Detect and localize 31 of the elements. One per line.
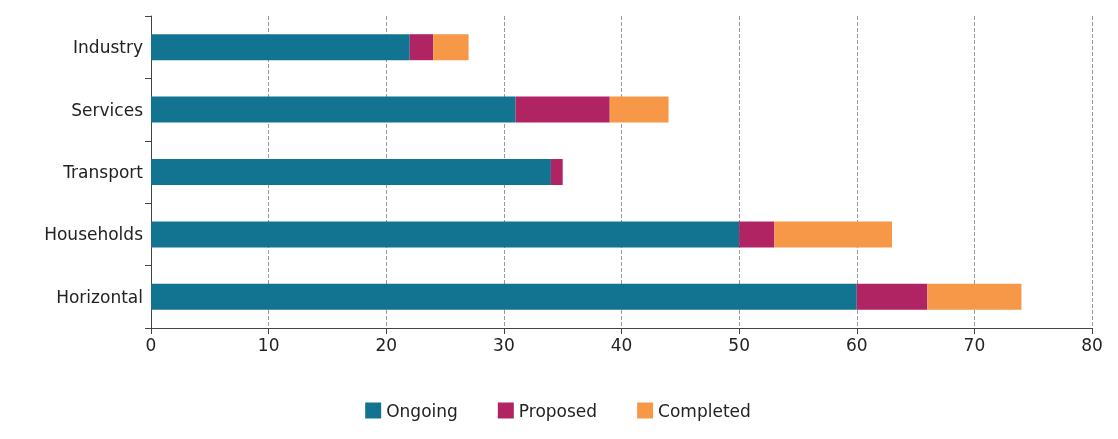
y-tick-label: Horizontal bbox=[56, 286, 143, 307]
y-tick-label: Transport bbox=[62, 162, 144, 182]
x-tick-label: 10 bbox=[257, 334, 280, 355]
x-tick-label: 20 bbox=[375, 334, 398, 355]
bar bbox=[151, 283, 857, 310]
bar bbox=[409, 34, 434, 61]
y-tick-label: Households bbox=[44, 224, 144, 245]
bar bbox=[774, 221, 893, 248]
legend-label: Ongoing bbox=[386, 400, 458, 421]
legend-label: Proposed bbox=[518, 400, 598, 421]
legend-label: Completed bbox=[658, 400, 751, 421]
bar bbox=[739, 221, 775, 248]
x-tick-label: 0 bbox=[145, 334, 157, 355]
bar bbox=[550, 159, 563, 185]
bar bbox=[609, 96, 669, 123]
bar bbox=[515, 96, 610, 123]
x-tick-label: 70 bbox=[963, 334, 986, 355]
bar bbox=[151, 34, 410, 61]
x-tick-label: 40 bbox=[610, 334, 633, 355]
bar bbox=[151, 96, 516, 123]
x-tick-label: 60 bbox=[845, 334, 868, 355]
y-tick-label: Services bbox=[71, 99, 144, 120]
bar bbox=[927, 283, 1022, 310]
x-tick-label: 80 bbox=[1081, 334, 1103, 355]
x-tick-label: 50 bbox=[728, 334, 750, 355]
bar bbox=[151, 221, 740, 248]
bar bbox=[433, 34, 469, 61]
y-tick-label: Industry bbox=[73, 37, 143, 58]
bar bbox=[151, 159, 551, 185]
bar bbox=[856, 283, 928, 310]
x-tick-label: 30 bbox=[493, 334, 515, 355]
